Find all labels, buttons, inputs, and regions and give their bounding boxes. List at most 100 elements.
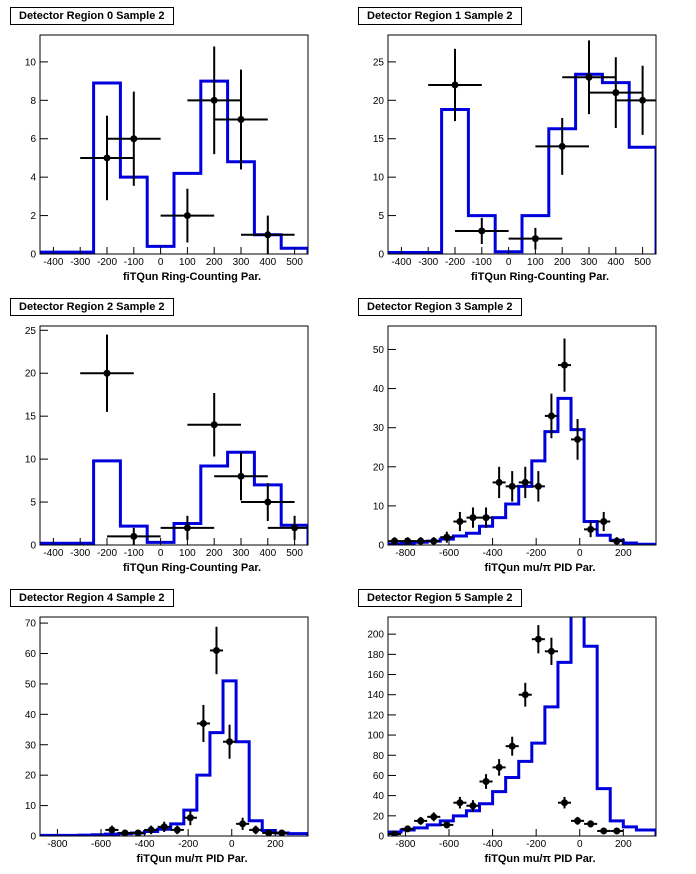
y-tick-label: 0	[30, 832, 36, 843]
y-tick-label: 5	[378, 211, 384, 222]
data-point	[212, 646, 220, 654]
data-point	[613, 537, 621, 545]
data-point	[560, 799, 568, 807]
plot-panel-3: Detector Region 3 Sample 2 -800 -600 -400-…	[348, 291, 696, 582]
data-point	[264, 231, 272, 239]
data-point	[534, 635, 542, 643]
panel-title: Detector Region 0 Sample 2	[10, 7, 174, 25]
data-point	[547, 412, 555, 420]
plot-frame	[387, 616, 657, 837]
data-point	[612, 89, 620, 97]
x-tick-label: -200	[526, 839, 546, 850]
histogram-0: -400 -300 -200 -100 0 100 200 300 400 500 0 2 4 6 8 10 f…	[25, 34, 309, 283]
x-tick-label: 0	[506, 257, 512, 268]
mc-histogram	[388, 338, 656, 545]
data-point	[482, 514, 490, 522]
plot-frame	[39, 325, 309, 546]
y-tick-label: 20	[373, 462, 385, 473]
y-tick-label: 4	[30, 173, 36, 184]
y-tick-label: 200	[367, 630, 384, 641]
data-point	[430, 537, 438, 545]
x-tick-label: -100	[472, 257, 492, 268]
data-point	[199, 719, 207, 727]
x-tick-label: -400	[391, 257, 411, 268]
x-tick-label: 100	[179, 257, 196, 268]
y-tick-label: 0	[30, 541, 36, 552]
data-point	[186, 814, 194, 822]
y-tick-label: 10	[373, 173, 385, 184]
x-tick-label: -200	[97, 548, 117, 559]
x-tick-label: 0	[158, 548, 164, 559]
data-point	[587, 525, 595, 533]
data-point	[587, 820, 595, 828]
x-tick-label: 200	[554, 257, 571, 268]
data-point	[291, 524, 299, 532]
data-point	[456, 799, 464, 807]
plot-frame	[39, 616, 309, 837]
y-tick-label: 40	[25, 710, 37, 721]
data-point	[264, 498, 272, 506]
plot-panel-0: Detector Region 0 Sample 2 -400 -300 -200-…	[0, 0, 348, 291]
y-tick-label: 10	[373, 501, 385, 512]
x-tick-label: 100	[527, 257, 544, 268]
histogram-3: -800 -600 -400 -200 0 200 0 10 20 30 40 50 fiTQun mu…	[373, 325, 657, 574]
y-tick-label: 50	[25, 679, 37, 690]
x-axis-label: fiTQun mu/π PID Par.	[484, 562, 595, 574]
y-tick-label: 25	[25, 326, 37, 337]
x-tick-label: -300	[70, 548, 90, 559]
histogram-4: -800 -600 -400 -200 0 200 0 10 20 30 40 50 60 70 fiTQu…	[25, 616, 309, 865]
x-tick-label: -200	[178, 839, 198, 850]
x-tick-label: 300	[233, 548, 250, 559]
x-tick-label: 200	[615, 548, 632, 559]
data-point	[391, 537, 399, 545]
histogram-2: -400 -300 -200 -100 0 100 200 300 400 500 0 5 10 15 20…	[25, 325, 309, 574]
y-tick-label: 6	[30, 134, 36, 145]
data-point	[574, 435, 582, 443]
x-tick-label: -400	[135, 839, 155, 850]
data-point	[451, 81, 459, 89]
y-tick-label: 2	[30, 211, 36, 222]
data-point	[521, 478, 529, 486]
data-point	[600, 518, 608, 526]
x-tick-label: 0	[229, 839, 235, 850]
data-point	[478, 227, 486, 235]
x-tick-label: 400	[259, 257, 276, 268]
data-point	[265, 829, 273, 836]
x-axis-label: fiTQun Ring-Counting Par.	[123, 271, 261, 283]
y-tick-label: 40	[373, 384, 385, 395]
data-point	[558, 142, 566, 150]
y-tick-label: 20	[25, 771, 37, 782]
x-tick-label: 200	[206, 548, 223, 559]
data-point	[183, 212, 191, 220]
x-axis-label: fiTQun Ring-Counting Par.	[123, 562, 261, 574]
plot-frame	[387, 325, 657, 546]
y-tick-label: 0	[378, 250, 384, 261]
data-point	[469, 514, 477, 522]
data-point	[226, 738, 234, 746]
x-tick-label: -400	[43, 257, 63, 268]
y-tick-label: 70	[25, 619, 37, 630]
data-point	[121, 829, 129, 836]
x-tick-label: 0	[158, 257, 164, 268]
data-point	[252, 826, 260, 834]
x-tick-label: -200	[526, 548, 546, 559]
mc-histogram	[40, 334, 308, 545]
y-tick-label: 20	[25, 369, 37, 380]
x-tick-label: -400	[43, 548, 63, 559]
data-point	[508, 482, 516, 490]
plot-frame	[39, 34, 309, 255]
y-tick-label: 40	[373, 791, 385, 802]
y-tick-label: 0	[30, 250, 36, 261]
panel-title: Detector Region 5 Sample 2	[358, 589, 522, 607]
data-point	[531, 235, 539, 243]
data-point	[469, 802, 477, 810]
mc-histogram	[388, 40, 656, 254]
x-tick-label: 500	[286, 548, 303, 559]
y-tick-label: 15	[373, 134, 385, 145]
y-tick-label: 80	[373, 751, 385, 762]
x-tick-label: 200	[267, 839, 284, 850]
y-tick-label: 140	[367, 690, 384, 701]
data-point	[443, 821, 451, 829]
plot-panel-2: Detector Region 2 Sample 2 -400 -300 -200-…	[0, 291, 348, 582]
data-point	[430, 813, 438, 821]
